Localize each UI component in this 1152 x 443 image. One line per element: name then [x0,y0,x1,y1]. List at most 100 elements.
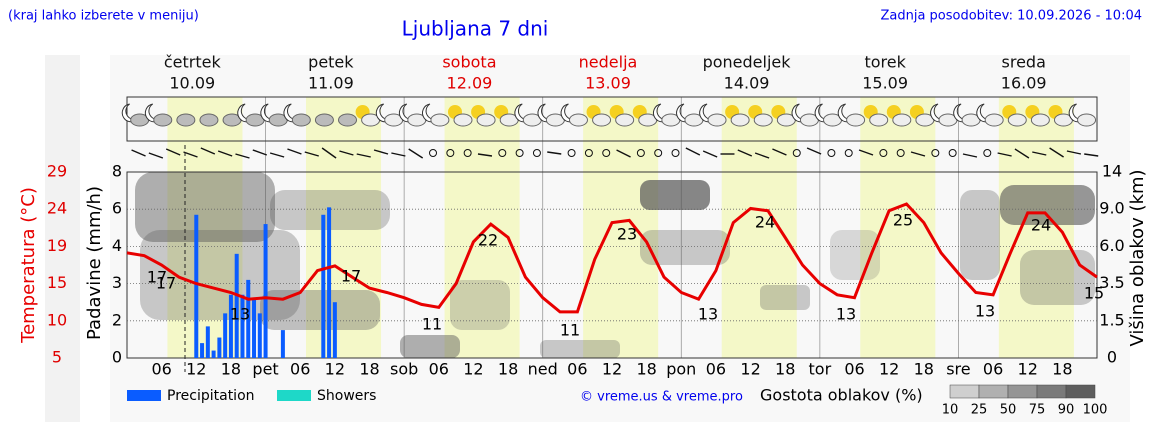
temp-label: 15 [1084,284,1104,303]
wind-barb [1049,147,1064,158]
temp-label: 17 [341,267,361,286]
temp-axis-label: Temperatura (°C) [18,187,39,344]
temp-label: 23 [617,225,637,244]
wind-barb [1032,151,1047,156]
day-name: nedelja [579,53,638,72]
x-tick-label: pet [252,360,278,379]
day-name: četrtek [164,53,222,72]
cloud-icon [476,113,496,127]
x-tick-label: pon [666,360,696,379]
x-tick-label: 18 [221,360,241,379]
x-tick-label: 18 [359,360,379,379]
day-name: petek [308,53,354,72]
wind-calm [896,149,905,157]
wind-barb [356,153,371,158]
precip-bar [234,253,239,358]
wind-calm [567,149,576,157]
wind-barb [287,148,302,155]
precip-bar [263,224,268,358]
wind-barb [858,149,874,156]
x-tick-label: tor [809,360,832,379]
cloud-icon [753,113,773,127]
temp-label: 25 [893,211,913,230]
x-tick-label: sob [390,360,418,379]
wind-barb [702,150,718,158]
wind-calm [532,149,541,157]
wind-barb [148,152,164,159]
precip-bar [223,313,228,358]
y2-tick-label: 9.0 [1099,199,1124,218]
wind-calm [446,149,455,157]
day-name: sreda [1002,53,1046,72]
temp-tick-label: 10 [47,310,67,329]
wind-calm [983,149,992,157]
temp-label: 22 [478,231,498,250]
x-tick-label: 06 [706,360,726,379]
y2-tick-label: 14 [1102,162,1122,181]
wind-barb [616,149,631,158]
cloud-icon [1007,113,1027,127]
cloud-icon [430,113,450,127]
wind-calm [463,149,472,157]
wind-barb [131,149,146,157]
cloud-icon [338,113,358,127]
legend-swatch [277,390,311,401]
wind-barb [235,153,250,159]
credit: © vreme.us & vreme.pro [580,390,743,405]
wind-calm [602,149,611,157]
wind-calm [827,149,836,157]
cloud-legend-tick: 90 [1058,403,1075,418]
wind-barb [269,152,285,158]
y-tick-label: 0 [112,348,122,367]
cloud-swatch [1036,384,1067,399]
wind-symbols [131,147,1099,159]
wind-calm [948,149,957,157]
y-tick-label: 2 [112,310,122,329]
precip-bar [200,343,205,358]
wind-calm [844,149,853,157]
x-tick-label: 06 [567,360,587,379]
wind-barb [737,149,753,157]
wind-barb [183,151,198,158]
cloud-icon [453,113,473,127]
wind-barb [304,151,319,157]
cloud-legend-tick: 75 [1029,403,1046,418]
wind-calm [879,149,888,157]
precip-bar [257,313,262,358]
x-tick-label: 18 [636,360,656,379]
x-tick-label: 12 [463,360,483,379]
temp-tick-label: 19 [47,236,67,255]
y-tick-label: 8 [112,162,122,181]
wind-barb [391,152,406,157]
y-axis-label: Padavine (mm/h) [84,186,105,340]
chart-title: Ljubljana 7 dni [402,17,549,41]
wind-barb [547,151,562,155]
cloud-icon [707,113,727,127]
x-tick-label: 06 [983,360,1003,379]
x-tick-label: 06 [290,360,310,379]
y2-tick-label: 1.5 [1099,310,1124,329]
temp-tick-label: 29 [47,162,67,181]
precip-bar [252,298,257,358]
wind-barb [754,152,770,159]
wind-barb [772,148,787,156]
cloud-swatch [1065,384,1096,399]
precip-bar [228,294,233,358]
precip-bar [194,214,199,358]
x-tick-label: 12 [1018,360,1038,379]
wind-barb [373,149,389,155]
wind-barb [408,148,424,159]
wind-calm [584,149,593,157]
precip-bar [246,279,251,358]
temperature-line [126,202,1098,314]
cloud-icon [176,113,196,127]
wind-barb [477,153,493,157]
temp-label: 13 [230,305,250,324]
day-name: sobota [442,53,496,72]
wind-calm [498,149,507,157]
wind-barb [806,147,822,155]
wind-barb [200,147,216,155]
x-tick-label: 06 [429,360,449,379]
cloud-legend-title: Gostota oblakov (%) [760,386,923,405]
day-date: 14.09 [724,74,770,93]
